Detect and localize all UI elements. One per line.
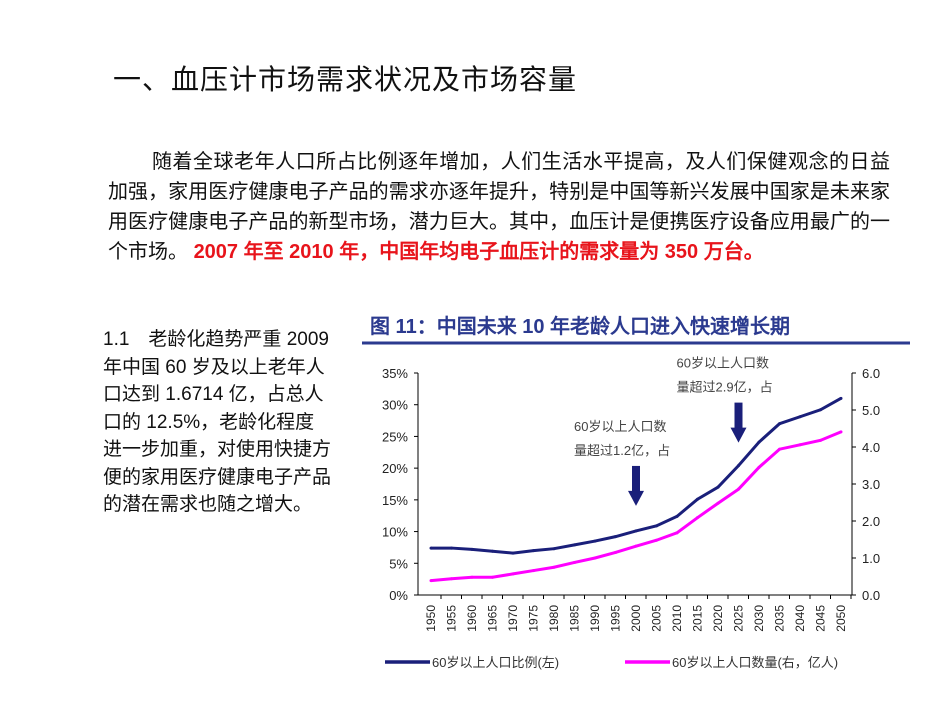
data-point [614, 550, 617, 554]
data-point [839, 396, 843, 400]
data-point [716, 501, 720, 505]
x-tick-label: 2050 [834, 605, 848, 632]
right-tick-label: 4.0 [862, 440, 880, 455]
data-point [552, 547, 556, 551]
x-tick-label: 1975 [527, 605, 541, 632]
data-point [491, 549, 494, 553]
legend-label: 60岁以上人口比例(左) [432, 655, 559, 670]
x-tick-label: 1950 [424, 605, 438, 632]
x-tick-label: 1990 [588, 605, 602, 632]
slide-title: 一、血压计市场需求状况及市场容量 [113, 64, 578, 95]
x-tick-label: 1995 [609, 605, 623, 632]
right-tick-label: 1.0 [862, 551, 880, 566]
data-point [532, 549, 535, 553]
data-point [757, 465, 761, 469]
x-tick-label: 1960 [465, 605, 479, 632]
data-point [675, 514, 679, 518]
data-point [429, 546, 433, 550]
x-tick-label: 1970 [506, 605, 520, 632]
data-point [470, 547, 474, 551]
data-point [429, 579, 433, 583]
left-tick-label: 35% [382, 366, 408, 381]
left-tick-label: 10% [382, 525, 408, 540]
data-point [757, 440, 761, 444]
data-point [552, 565, 556, 569]
data-point [819, 438, 822, 442]
highlight-text: 2007 年至 2010 年，中国年均电子血压计的需求量为 350 万台。 [193, 241, 764, 263]
data-point [696, 497, 699, 501]
chart-title: 图 11：中国未来 10 年老龄人口进入快速增长期 [370, 314, 790, 338]
x-tick-label: 1965 [486, 605, 500, 632]
left-tick-label: 25% [382, 429, 408, 444]
annotation-line1: 60岁以上人口数 [677, 356, 769, 371]
left-tick-label: 15% [382, 493, 408, 508]
data-point [511, 551, 515, 555]
data-point [675, 531, 679, 535]
data-point [737, 487, 740, 491]
x-tick-label: 2015 [691, 605, 705, 632]
left-tick-label: 20% [382, 461, 408, 476]
x-tick-label: 1985 [568, 605, 582, 632]
data-point [696, 516, 699, 520]
aging-trend-text: 1.1 老龄化趋势严重 2009 年中国 60 岁及以上老年人口达到 1.671… [103, 329, 332, 515]
x-tick-label: 2035 [773, 605, 787, 632]
data-point [839, 430, 843, 434]
data-point [450, 546, 453, 550]
data-point [450, 577, 453, 581]
arrow-head-icon [730, 427, 747, 443]
x-tick-label: 2005 [650, 605, 664, 632]
legend-label: 60岁以上人口数量(右，亿人) [672, 655, 838, 670]
intro-text: 随着全球老年人口所占比例逐年增加，人们生活水平提高，及人们保健观念的日益加强，家… [108, 151, 890, 263]
arrow-icon [734, 402, 743, 431]
data-point [778, 447, 781, 451]
x-tick-label: 2010 [670, 605, 684, 632]
data-point [614, 535, 617, 539]
x-tick-label: 2040 [793, 605, 807, 632]
intro-paragraph: 随着全球老年人口所占比例逐年增加，人们生活水平提高，及人们保健观念的日益加强，家… [108, 147, 890, 267]
data-point [573, 560, 576, 564]
data-point [819, 408, 822, 412]
data-point [634, 529, 638, 533]
x-tick-label: 2000 [629, 605, 643, 632]
data-point [593, 539, 597, 543]
data-point [655, 538, 658, 542]
annotation-line1: 60岁以上人口数 [574, 419, 666, 434]
data-point [634, 544, 638, 548]
data-point [716, 485, 720, 489]
data-point [511, 572, 515, 576]
data-point [593, 556, 597, 560]
data-point [737, 464, 740, 468]
data-point [470, 575, 474, 579]
right-tick-label: 5.0 [862, 403, 880, 418]
x-tick-label: 2045 [814, 605, 828, 632]
annotation-line2: 量超过2.9亿，占 [677, 380, 773, 395]
x-tick-label: 2030 [752, 605, 766, 632]
data-point [532, 569, 535, 573]
right-tick-label: 0.0 [862, 588, 880, 603]
left-tick-label: 0% [389, 588, 408, 603]
x-tick-label: 2025 [732, 605, 746, 632]
data-point [778, 422, 781, 426]
left-tick-label: 5% [389, 556, 408, 571]
right-tick-label: 6.0 [862, 366, 880, 381]
x-tick-label: 1955 [445, 605, 459, 632]
data-point [491, 575, 494, 579]
x-tick-label: 1980 [547, 605, 561, 632]
annotation-line2: 量超过1.2亿，占 [574, 443, 670, 458]
arrow-head-icon [628, 490, 644, 506]
right-tick-label: 2.0 [862, 514, 880, 529]
left-tick-label: 30% [382, 398, 408, 413]
data-point [798, 443, 802, 447]
data-point [573, 543, 576, 547]
right-tick-label: 3.0 [862, 477, 880, 492]
data-point [655, 524, 658, 528]
x-tick-label: 2020 [711, 605, 725, 632]
data-point [798, 415, 802, 419]
aging-population-chart: 图 11：中国未来 10 年老龄人口进入快速增长期 0% 5% 10% 15% 20% 2… [362, 314, 910, 670]
arrow-icon [632, 465, 640, 494]
